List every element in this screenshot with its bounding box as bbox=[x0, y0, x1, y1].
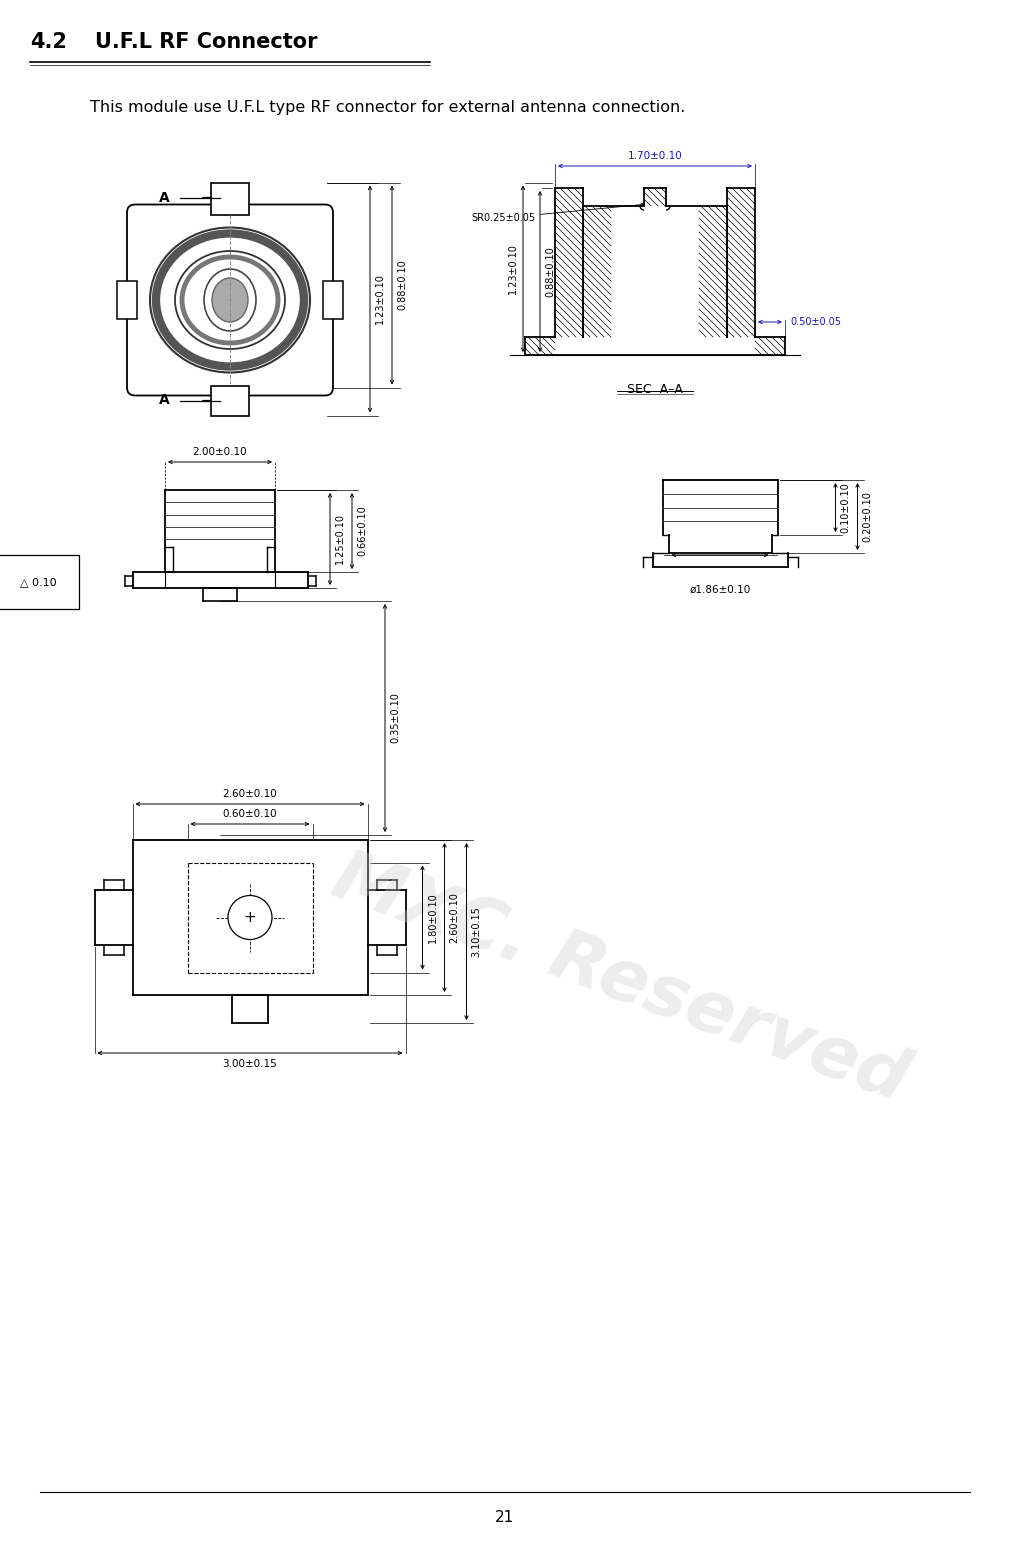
Text: 0.88±0.10: 0.88±0.10 bbox=[397, 259, 407, 310]
Text: 0.50±0.05: 0.50±0.05 bbox=[790, 316, 841, 327]
Text: 1.70±0.10: 1.70±0.10 bbox=[627, 151, 683, 160]
Circle shape bbox=[228, 895, 272, 940]
Text: 3.10±0.15: 3.10±0.15 bbox=[472, 906, 482, 957]
Ellipse shape bbox=[175, 252, 285, 349]
Text: MXC. Reserved: MXC. Reserved bbox=[323, 844, 917, 1116]
Text: 3.00±0.15: 3.00±0.15 bbox=[222, 1058, 278, 1069]
Text: 0.66±0.10: 0.66±0.10 bbox=[357, 506, 367, 557]
Text: 0.60±0.10: 0.60±0.10 bbox=[222, 809, 278, 819]
Text: 2.60±0.10: 2.60±0.10 bbox=[449, 892, 460, 943]
Ellipse shape bbox=[212, 278, 248, 322]
Text: ø1.86±0.10: ø1.86±0.10 bbox=[690, 585, 750, 596]
Text: 0.88±0.10: 0.88±0.10 bbox=[545, 247, 556, 296]
Ellipse shape bbox=[204, 268, 256, 332]
Text: 0.20±0.10: 0.20±0.10 bbox=[863, 491, 873, 542]
Text: A: A bbox=[160, 190, 170, 205]
Bar bbox=[117, 281, 137, 319]
Text: 2.00±0.10: 2.00±0.10 bbox=[193, 447, 247, 457]
Text: +: + bbox=[243, 910, 257, 924]
Text: 1.25±0.10: 1.25±0.10 bbox=[335, 514, 345, 565]
Ellipse shape bbox=[150, 227, 310, 372]
Text: 1.80±0.10: 1.80±0.10 bbox=[427, 892, 437, 943]
Text: 1.23±0.10: 1.23±0.10 bbox=[508, 244, 518, 295]
Text: This module use U.F.L type RF connector for external antenna connection.: This module use U.F.L type RF connector … bbox=[90, 100, 686, 116]
Bar bbox=[211, 182, 249, 214]
Text: SR0.25±0.05: SR0.25±0.05 bbox=[471, 204, 644, 224]
Text: U.F.L RF Connector: U.F.L RF Connector bbox=[95, 32, 317, 52]
Bar bbox=[211, 386, 249, 415]
Text: SEC  A–A: SEC A–A bbox=[627, 383, 683, 397]
Text: 1.23±0.10: 1.23±0.10 bbox=[375, 273, 385, 324]
Text: 2.60±0.10: 2.60±0.10 bbox=[222, 788, 278, 799]
FancyBboxPatch shape bbox=[127, 205, 333, 395]
Text: A: A bbox=[160, 393, 170, 407]
Text: 0.10±0.10: 0.10±0.10 bbox=[840, 481, 850, 532]
Text: 21: 21 bbox=[495, 1511, 515, 1526]
Text: 0.35±0.10: 0.35±0.10 bbox=[390, 693, 400, 744]
Text: 4.2: 4.2 bbox=[30, 32, 67, 52]
Bar bbox=[323, 281, 343, 319]
Text: △ 0.10: △ 0.10 bbox=[19, 577, 57, 586]
